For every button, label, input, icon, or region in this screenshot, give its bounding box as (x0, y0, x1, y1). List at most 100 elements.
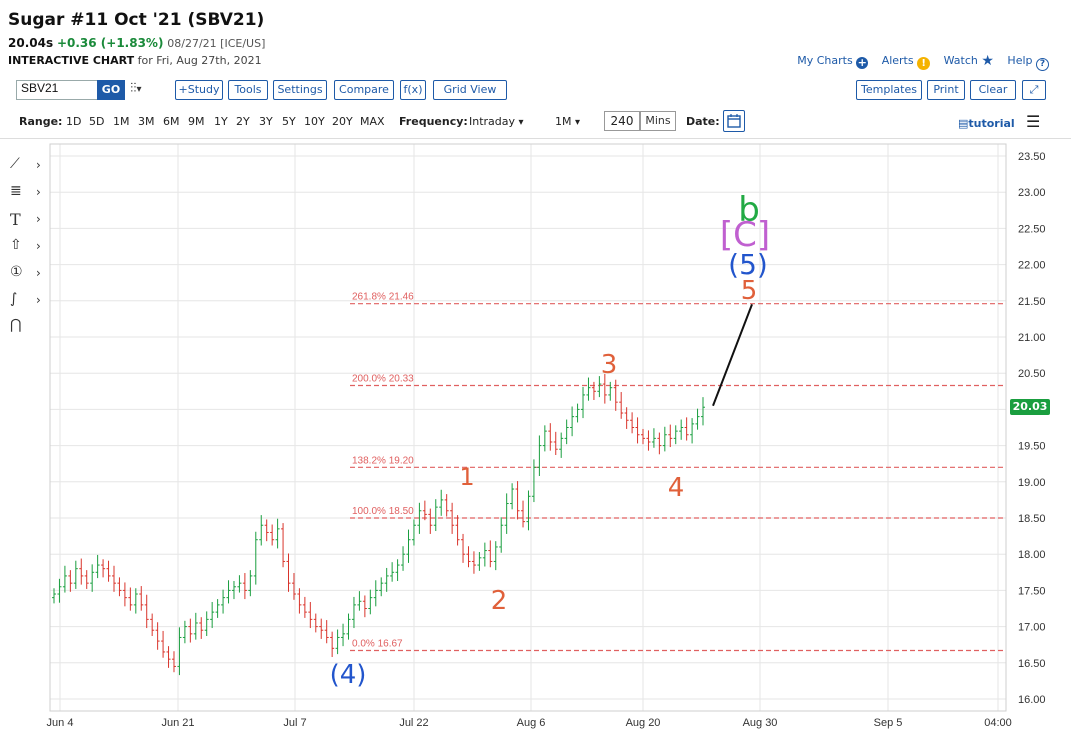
hamburger-menu-icon[interactable]: ☰ (1026, 112, 1041, 131)
fib-label: 100.0% 18.50 (352, 506, 414, 517)
wave-label: 2 (491, 586, 508, 616)
range-1y[interactable]: 1Y (214, 115, 228, 128)
price-bar (357, 591, 362, 611)
price-bar (351, 596, 356, 629)
price-bar (275, 518, 280, 549)
price-bar (346, 613, 351, 640)
range-1m[interactable]: 1M (113, 115, 130, 128)
text-tool-icon: T (10, 210, 21, 229)
settings-button[interactable]: Settings (273, 80, 327, 100)
price-bar (155, 622, 160, 650)
interval-input[interactable]: 240 (604, 111, 640, 131)
chevron-right-icon: › (36, 185, 41, 199)
price-bar (510, 483, 515, 510)
price-bar (591, 381, 596, 400)
chevron-down-icon: ▾ (518, 117, 524, 128)
price-bar (199, 617, 204, 639)
price-bar (368, 589, 373, 615)
price-bar (553, 431, 558, 456)
fib-label: 0.0% 16.67 (352, 638, 403, 649)
projection-line (712, 304, 753, 407)
range-9m[interactable]: 9M (188, 115, 205, 128)
y-tick-label: 18.00 (1018, 549, 1046, 561)
interval-unit: Mins (640, 111, 676, 131)
fib-tool[interactable]: ≣ › (10, 183, 46, 205)
tutorial-link[interactable]: ▤tutorial (958, 117, 1015, 130)
print-button[interactable]: Print (927, 80, 965, 100)
text-tool[interactable]: T › (10, 210, 46, 232)
frequency-select[interactable]: Intraday ▾ (469, 115, 524, 128)
price-bar (608, 381, 613, 401)
expand-button[interactable]: ⤢ (1022, 80, 1046, 100)
range-1d[interactable]: 1D (66, 115, 82, 128)
study-button[interactable]: +Study (175, 80, 223, 100)
price-bar (668, 424, 673, 448)
range-5d[interactable]: 5D (89, 115, 105, 128)
help-link[interactable]: Help ? (1007, 54, 1049, 71)
symbol-input[interactable]: SBV21 (16, 80, 100, 100)
wave-labels: (4) 1 2 3 4 5(5)[C]b (330, 190, 771, 690)
price-bar (602, 373, 607, 404)
price-bar (166, 646, 171, 668)
fx-button[interactable]: f(x) (400, 80, 426, 100)
fib-label: 200.0% 20.33 (352, 374, 414, 385)
price-bar (52, 588, 56, 604)
price-bar (281, 523, 286, 568)
range-10y[interactable]: 10Y (304, 115, 325, 128)
chart-type-dropdown[interactable]: ⫶⫶▾ (130, 81, 142, 96)
price-bar (630, 412, 635, 434)
y-tick-label: 21.50 (1018, 296, 1046, 308)
grid-view-button[interactable]: Grid View (433, 80, 507, 100)
range-20y[interactable]: 20Y (332, 115, 353, 128)
price-bar (542, 425, 547, 452)
my-charts-link[interactable]: My Charts + (797, 54, 869, 69)
price-bar (95, 554, 100, 579)
y-tick-label: 21.00 (1018, 332, 1046, 344)
price-bar (428, 508, 433, 534)
price-bar (461, 533, 466, 563)
magnet-tool[interactable]: ⋂ (10, 317, 46, 339)
y-tick-label: 17.50 (1018, 585, 1046, 597)
clear-button[interactable]: Clear (970, 80, 1016, 100)
film-icon: ▤ (958, 117, 969, 130)
price-bar (515, 481, 520, 520)
arrow-tool[interactable]: ⇧ › (10, 237, 46, 259)
alert-icon: ! (917, 57, 931, 70)
tools-button[interactable]: Tools (228, 80, 268, 100)
price-bar (581, 386, 586, 419)
pattern-tool-icon: ∫ (10, 291, 18, 307)
range-max[interactable]: MAX (360, 115, 385, 128)
range-3y[interactable]: 3Y (259, 115, 273, 128)
pattern-tool[interactable]: ∫ › (10, 291, 46, 313)
price-bar (210, 601, 215, 629)
line-draw-tool[interactable]: ⟋ › (10, 156, 46, 178)
price-chart[interactable]: 261.8% 21.46 200.0% 20.33 138.2% 19.20 100.… (0, 138, 1071, 751)
range-3m[interactable]: 3M (138, 115, 155, 128)
price-bar (188, 618, 193, 643)
range-5y[interactable]: 5Y (282, 115, 296, 128)
alerts-link[interactable]: Alerts ! (882, 54, 931, 70)
price-bar (248, 570, 253, 597)
range-6m[interactable]: 6M (163, 115, 180, 128)
counter-tool[interactable]: ① › (10, 264, 46, 286)
watch-link[interactable]: Watch ★ (944, 53, 994, 69)
top-links: My Charts + Alerts ! Watch ★ Help ? (787, 53, 1049, 71)
templates-button[interactable]: Templates (856, 80, 922, 100)
price-bar (390, 562, 395, 582)
y-tick-label: 19.50 (1018, 441, 1046, 453)
price-bar (624, 407, 629, 429)
plus-circle-icon: + (856, 56, 869, 69)
price-bar (379, 577, 384, 597)
chevron-down-icon: ▾ (136, 84, 142, 95)
price-bar (84, 570, 89, 589)
period-select[interactable]: 1M ▾ (555, 115, 580, 128)
tutorial-label: tutorial (968, 117, 1015, 130)
price-bar (646, 430, 651, 451)
price-bar (79, 558, 84, 585)
range-2y[interactable]: 2Y (236, 115, 250, 128)
date-picker-button[interactable] (723, 110, 745, 132)
go-button[interactable]: GO (97, 80, 125, 100)
price-bar (144, 594, 149, 629)
price-bar (384, 567, 389, 592)
compare-button[interactable]: Compare (334, 80, 394, 100)
